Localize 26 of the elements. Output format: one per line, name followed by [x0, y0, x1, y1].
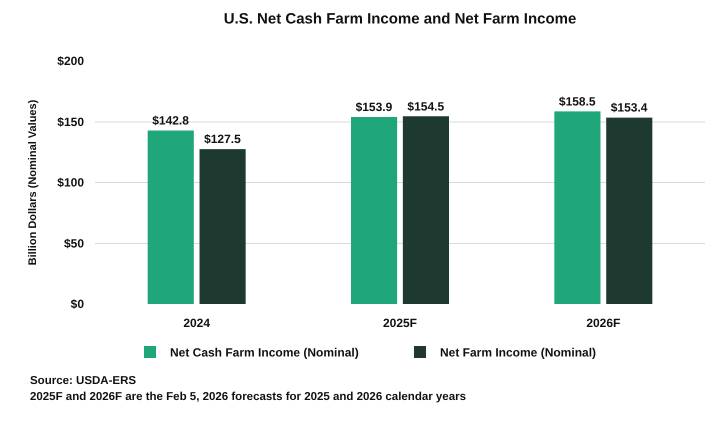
bar	[402, 116, 449, 304]
y-tick-label: $0	[70, 297, 84, 312]
data-label: $158.5	[558, 94, 596, 108]
x-tick-label: 2024	[183, 316, 210, 330]
bar	[351, 117, 398, 304]
y-tick-label: $50	[64, 236, 84, 250]
source-note: Source: USDA-ERS	[30, 375, 136, 387]
legend-label: Net Farm Income (Nominal)	[440, 346, 596, 360]
bar	[554, 111, 600, 304]
data-label: $142.8	[152, 114, 190, 128]
chart-title: U.S. Net Cash Farm Income and Net Farm Income	[224, 10, 576, 28]
x-tick-label: 2026F	[586, 316, 620, 330]
x-tick-label: 2025F	[382, 316, 418, 330]
y-axis-title: Billion Dollars (Nominal Values)	[26, 99, 39, 266]
data-label: $127.5	[204, 132, 242, 146]
text: 2025F and 2026F are the Feb 5, 2026 forecasts for 2025 and 2026 calendar years	[30, 391, 466, 403]
y-tick-label: $200	[57, 54, 84, 68]
y-tick-label: $150	[57, 114, 84, 129]
data-label: $153.4	[610, 100, 648, 115]
legend-label: Net Cash Farm Income (Nominal)	[170, 346, 359, 360]
bar	[606, 118, 652, 304]
data-label: $153.9	[356, 100, 393, 114]
data-label: $154.5	[407, 99, 444, 114]
bar	[148, 130, 194, 304]
bar	[200, 149, 246, 304]
y-tick-label: $100	[57, 176, 84, 190]
